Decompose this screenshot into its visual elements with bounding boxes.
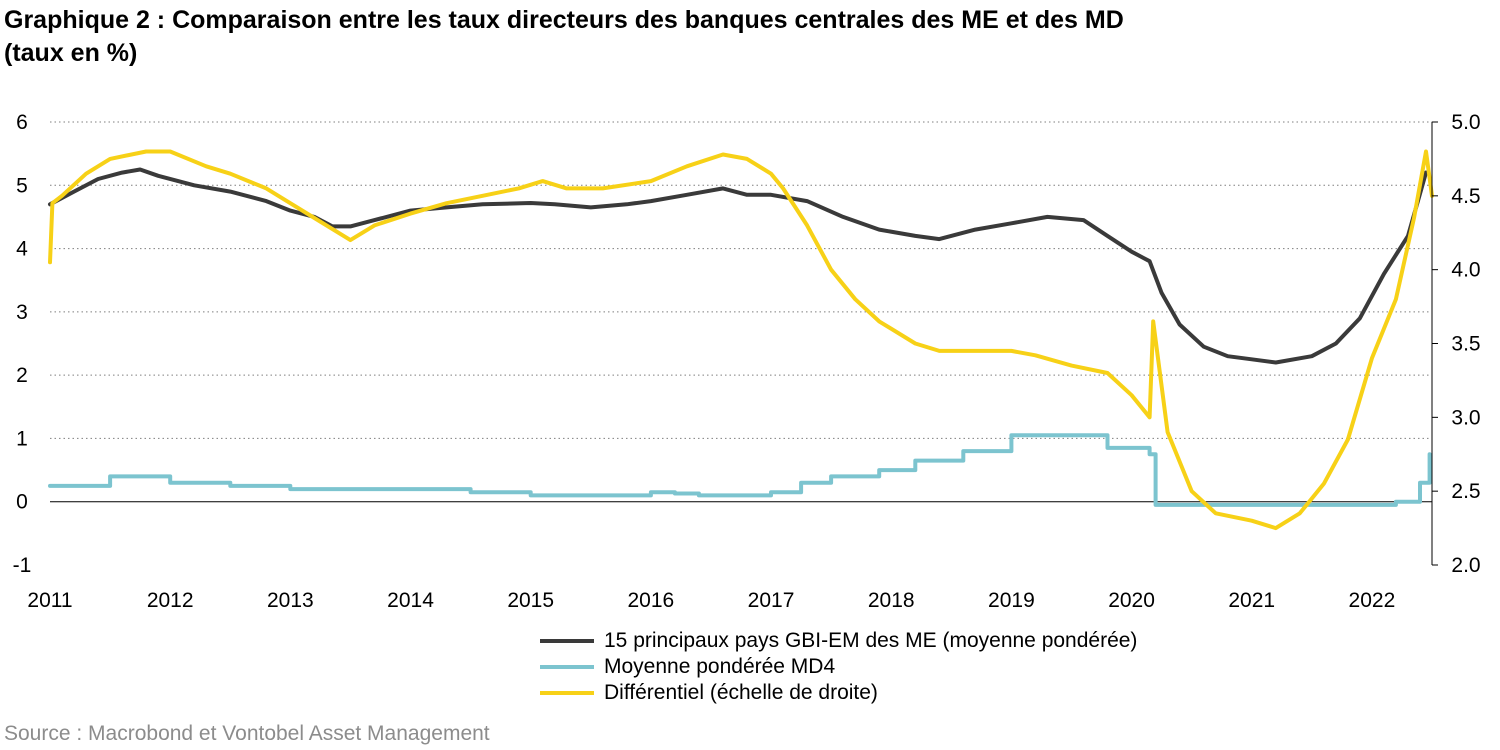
y-right-tick-label-0: 2.0 xyxy=(1451,554,1480,577)
x-tick-label-11: 2022 xyxy=(1349,589,1396,612)
legend-label-em: 15 principaux pays GBI-EM des ME (moyenn… xyxy=(604,629,1138,652)
x-tick-label-7: 2018 xyxy=(868,589,915,612)
gridlines xyxy=(50,121,1432,503)
x-tick-label-8: 2019 xyxy=(988,589,1035,612)
y-right-tick-label-5: 4.5 xyxy=(1451,185,1480,208)
y-left-tick-label-6: 5 xyxy=(16,174,28,197)
chart-title-line1: Graphique 2 : Comparaison entre les taux… xyxy=(4,6,1124,34)
y-left-tick-label-2: 1 xyxy=(16,427,28,450)
chart-title-line2: (taux en %) xyxy=(4,39,138,67)
source-note: Source : Macrobond et Vontobel Asset Man… xyxy=(4,722,490,745)
legend-label-dm: Moyenne pondérée MD4 xyxy=(604,655,836,678)
axes: -1 0 1 2 3 4 5 6 2.0 2.5 3.0 3.5 4.0 4.5 5.0 2011 2012 20… xyxy=(13,111,1481,612)
series-line-dm xyxy=(48,433,1432,507)
legend-item-dm: Moyenne pondérée MD4 xyxy=(540,654,1137,680)
x-tick-label-6: 2017 xyxy=(748,589,795,612)
y-left-tick-label-0: -1 xyxy=(13,554,32,577)
y-right-tick-label-4: 4.0 xyxy=(1451,259,1480,282)
y-right-tick-label-6: 5.0 xyxy=(1451,111,1480,134)
line-chart: -1 0 1 2 3 4 5 6 2.0 2.5 3.0 3.5 4.0 4.5 5.0 2011 2012 20… xyxy=(13,111,1481,612)
series-line-diff xyxy=(48,149,1434,531)
y-left-tick-label-5: 4 xyxy=(16,238,28,261)
x-tick-label-5: 2016 xyxy=(628,589,675,612)
legend-item-diff: Différentiel (échelle de droite) xyxy=(540,680,1137,706)
x-tick-label-3: 2014 xyxy=(387,589,434,612)
legend-label-diff: Différentiel (échelle de droite) xyxy=(604,681,878,704)
legend: 15 principaux pays GBI-EM des ME (moyenn… xyxy=(540,628,1137,706)
y-right-tick-label-2: 3.0 xyxy=(1451,406,1480,429)
x-tick-label-0: 2011 xyxy=(27,589,72,612)
chart-title: Graphique 2 : Comparaison entre les taux… xyxy=(4,4,1494,70)
x-tick-label-2: 2013 xyxy=(267,589,314,612)
y-left-tick-label-4: 3 xyxy=(16,301,28,324)
x-tick-label-9: 2020 xyxy=(1108,589,1155,612)
x-tick-label-1: 2012 xyxy=(147,589,194,612)
y-left-tick-label-1: 0 xyxy=(16,491,28,514)
y-right-tick-label-1: 2.5 xyxy=(1451,480,1480,503)
y-right-tick-label-3: 3.5 xyxy=(1451,333,1480,356)
legend-swatch-dm xyxy=(540,665,594,669)
legend-swatch-em xyxy=(540,639,594,643)
x-tick-label-4: 2015 xyxy=(507,589,554,612)
y-left-tick-label-7: 6 xyxy=(16,111,28,134)
legend-swatch-diff xyxy=(540,691,594,695)
series-line-em xyxy=(48,167,1428,365)
x-tick-label-10: 2021 xyxy=(1228,589,1275,612)
y-left-tick-label-3: 2 xyxy=(16,364,28,387)
series-lines xyxy=(48,149,1434,531)
legend-item-em: 15 principaux pays GBI-EM des ME (moyenn… xyxy=(540,628,1137,654)
